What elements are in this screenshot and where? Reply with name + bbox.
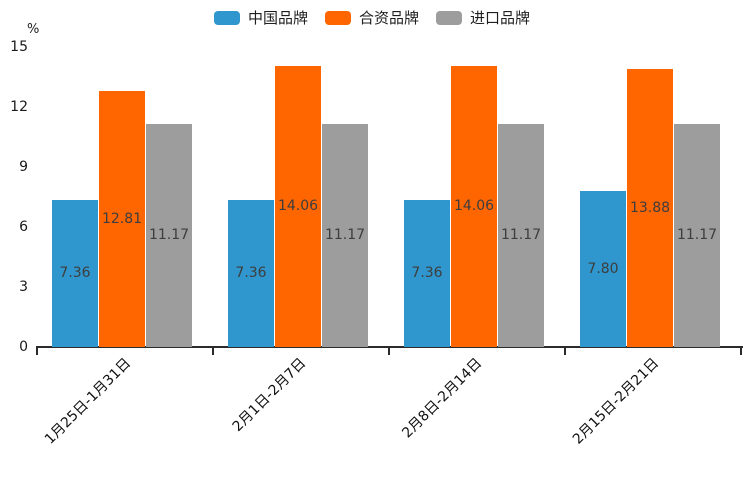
bar-value-label: 13.88 xyxy=(629,200,671,217)
bar-中国品牌-2: 7.36 xyxy=(228,199,274,347)
y-tick-label: 6 xyxy=(19,219,28,235)
x-axis-tick-mark xyxy=(388,346,390,355)
x-axis-tick-mark xyxy=(212,346,214,355)
bar-进口品牌-3: 11.17 xyxy=(498,123,544,347)
bar-中国品牌-1: 7.36 xyxy=(52,199,98,347)
bar-合资品牌-1: 12.81 xyxy=(99,90,145,347)
legend-swatch-icon xyxy=(213,11,240,25)
bar-value-label: 7.36 xyxy=(411,265,443,282)
bar-中国品牌-4: 7.80 xyxy=(580,191,626,347)
bar-value-label: 11.17 xyxy=(500,227,542,244)
legend-item-label: 进口品牌 xyxy=(470,8,531,27)
bar-value-label: 11.17 xyxy=(324,227,366,244)
bar-value-label: 7.36 xyxy=(59,265,91,282)
bar-中国品牌-3: 7.36 xyxy=(404,199,450,347)
legend-item-2[interactable]: 合资品牌 xyxy=(324,8,419,27)
bar-value-label: 7.80 xyxy=(587,261,619,277)
bar-合资品牌-2: 14.06 xyxy=(275,65,321,347)
x-tick-label: 2月1日-2月7日 xyxy=(229,355,310,435)
bar-value-label: 7.36 xyxy=(235,265,267,282)
bar-value-label: 14.06 xyxy=(277,198,319,215)
x-tick-label: 1月25日-1月31日 xyxy=(41,355,134,448)
bar-value-label: 11.17 xyxy=(148,227,190,244)
legend-swatch-icon xyxy=(436,11,462,25)
x-tick-label: 2月15日-2月21日 xyxy=(569,355,662,448)
legend-item-label: 合资品牌 xyxy=(358,8,419,27)
x-axis-tick-mark xyxy=(36,346,38,355)
y-tick-label: 0 xyxy=(19,339,28,355)
legend-item-3[interactable]: 进口品牌 xyxy=(436,8,531,27)
bar-进口品牌-1: 11.17 xyxy=(146,123,192,347)
legend-swatch-icon xyxy=(324,11,351,25)
y-tick-label: 3 xyxy=(19,279,28,295)
bar-value-label: 11.17 xyxy=(676,227,718,244)
x-axis-tick-mark xyxy=(564,346,566,355)
bar-value-label: 14.06 xyxy=(453,198,495,215)
y-tick-label: 12 xyxy=(10,99,28,115)
bar-value-label: 12.81 xyxy=(101,210,143,227)
y-tick-label: 9 xyxy=(19,159,28,175)
x-tick-label: 2月8日-2月14日 xyxy=(399,355,486,442)
legend-item-label: 中国品牌 xyxy=(247,8,308,27)
bar-合资品牌-3: 14.06 xyxy=(451,65,497,347)
legend-item-1[interactable]: 中国品牌 xyxy=(213,8,308,27)
bar-进口品牌-2: 11.17 xyxy=(322,123,368,347)
bar-合资品牌-4: 13.88 xyxy=(627,69,673,347)
y-tick-label: 15 xyxy=(10,39,28,55)
legend: 中国品牌 合资品牌 进口品牌 xyxy=(0,8,744,28)
x-axis-tick-mark xyxy=(740,346,742,355)
bar-进口品牌-4: 11.17 xyxy=(674,123,720,347)
y-axis-unit-label: % xyxy=(27,22,40,37)
